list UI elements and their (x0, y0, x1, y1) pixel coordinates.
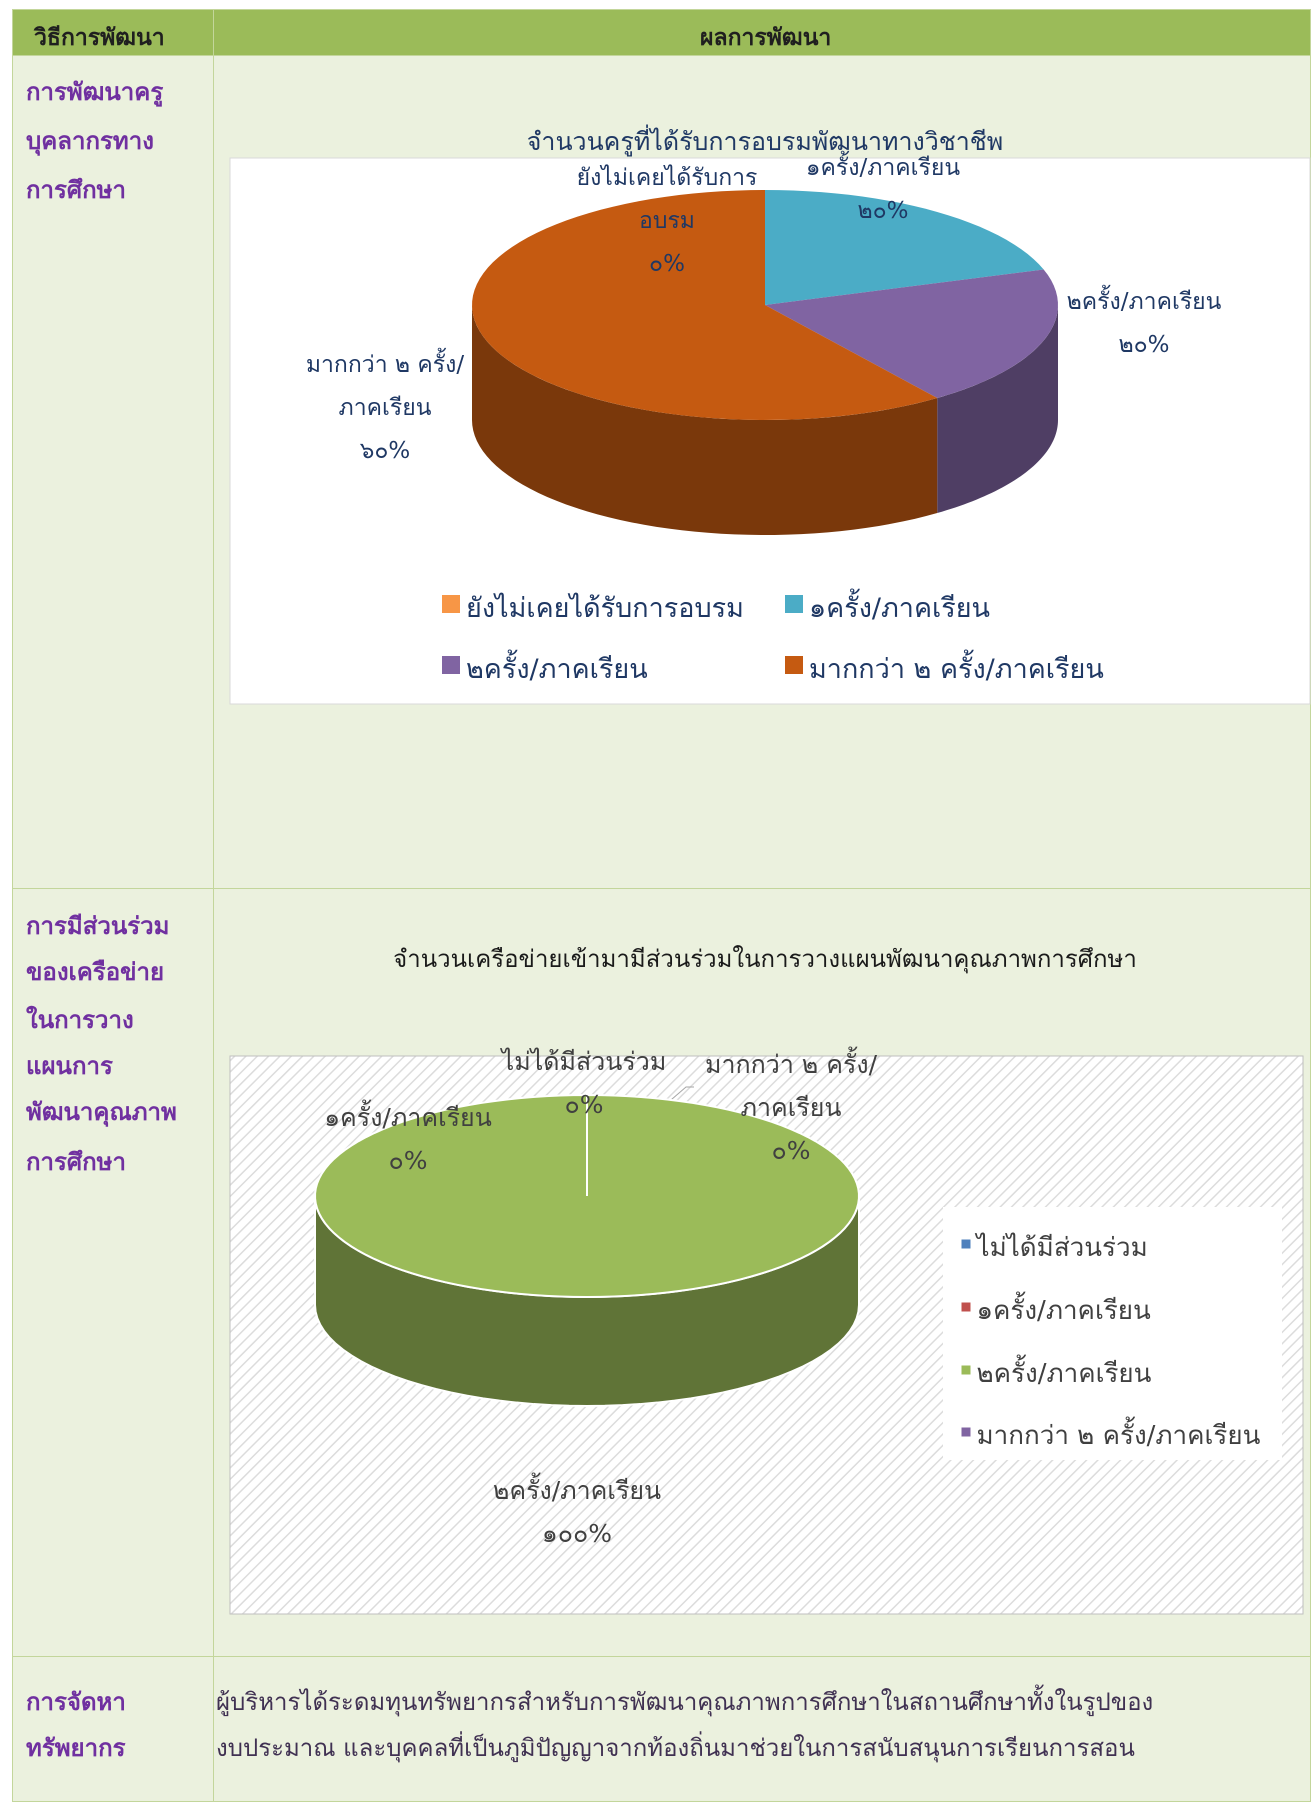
legend-swatch (442, 656, 460, 674)
pie-side (472, 305, 938, 535)
header-text: ผลการพัฒนา (700, 25, 832, 51)
data-label: มากกว่า ๒ ครั้ง/ภาคเรียน๐% (696, 1043, 886, 1172)
label-name: มากกว่า ๒ ครั้ง/ภาคเรียน (305, 352, 465, 421)
label-name: มากกว่า ๒ ครั้ง/ภาคเรียน (704, 1050, 878, 1122)
label-value: ๑๐๐% (541, 1519, 613, 1548)
method-cell (12, 888, 214, 1657)
method-text: ในการวาง (26, 1006, 134, 1034)
label-value: ๖๐% (359, 438, 411, 464)
header-cell (12, 9, 214, 56)
pie-slice (765, 269, 1058, 514)
pie-top (765, 269, 1058, 399)
data-label: ๒ครั้ง/ภาคเรียน๒๐% (1034, 281, 1254, 367)
method-text: การพัฒนาครู (26, 78, 164, 106)
legend-label: ๑ครั้ง/ภาคเรียน (809, 593, 991, 625)
label-name: ๒ครั้ง/ภาคเรียน (492, 1476, 662, 1505)
method-text: พัฒนาคุณภาพ (26, 1098, 177, 1126)
method-text: การจัดหา (26, 1688, 126, 1716)
legend-swatch (961, 1239, 971, 1249)
method-text: ของเครือข่าย (26, 958, 165, 986)
method-text: ทรัพยากร (26, 1734, 126, 1762)
label-value: ๒๐% (1118, 332, 1170, 358)
chart-title: จำนวนครูที่ได้รับการอบรมพัฒนาทางวิชาชีพ (526, 127, 1004, 156)
pie-side (937, 305, 1058, 514)
method-cell (12, 1656, 214, 1802)
pie-slice (472, 190, 938, 535)
data-label: ไม่ได้มีส่วนร่วม๐% (474, 1040, 694, 1126)
result-cell (213, 1656, 1311, 1802)
header-cell (213, 9, 1311, 56)
method-text: บุคลากรทาง (26, 127, 154, 155)
label-name: ๒ครั้ง/ภาคเรียน (1066, 289, 1222, 315)
legend-swatch (961, 1365, 971, 1375)
data-label: ยังไม่เคยได้รับการอบรม๐% (567, 157, 767, 286)
label-value: ๐% (388, 1146, 428, 1175)
legend-swatch (961, 1302, 971, 1312)
legend-swatch (785, 656, 803, 674)
header-text: วิธีการพัฒนา (34, 25, 165, 51)
chart-title: จำนวนเครือข่ายเข้ามามีส่วนร่วมในการวางแผ… (393, 945, 1137, 973)
legend-label: มากกว่า ๒ ครั้ง/ภาคเรียน (976, 1421, 1261, 1452)
pie-slice (314, 1093, 860, 1408)
label-name: ๑ครั้ง/ภาคเรียน (805, 155, 961, 181)
legend-swatch (442, 595, 460, 613)
legend-label: มากกว่า ๒ ครั้ง/ภาคเรียน (809, 654, 1104, 686)
result-text: งบประมาณ และบุคคลที่เป็นภูมิปัญญาจากท้อง… (216, 1734, 1135, 1762)
method-text: การศึกษา (26, 176, 126, 204)
pie-slice (765, 190, 1044, 305)
label-name: ยังไม่เคยได้รับการอบรม (576, 165, 758, 234)
legend-box (943, 1207, 1282, 1460)
data-label: มากกว่า ๒ ครั้ง/ภาคเรียน๖๐% (290, 344, 480, 473)
label-name: ๑ครั้ง/ภาคเรียน (324, 1103, 492, 1132)
label-value: ๐% (564, 1090, 604, 1119)
label-value: ๐% (771, 1136, 811, 1165)
legend-label: ๒ครั้ง/ภาคเรียน (466, 654, 648, 686)
label-value: ๐% (649, 251, 685, 277)
data-label: ๒ครั้ง/ภาคเรียน๑๐๐% (457, 1469, 697, 1555)
method-text: การมีส่วนร่วม (26, 912, 170, 940)
legend-swatch (961, 1427, 971, 1437)
data-label: ๑ครั้ง/ภาคเรียน๒๐% (773, 147, 993, 233)
method-text: การศึกษา (26, 1148, 126, 1176)
legend-swatch (785, 595, 803, 613)
legend-label: ๒ครั้ง/ภาคเรียน (976, 1359, 1152, 1390)
result-text: ผู้บริหารได้ระดมทุนทรัพยากรสำหรับการพัฒน… (216, 1688, 1154, 1716)
legend-label: ๑ครั้ง/ภาคเรียน (976, 1296, 1151, 1327)
legend-label: ยังไม่เคยได้รับการอบรม (466, 593, 744, 625)
label-name: ไม่ได้มีส่วนร่วม (501, 1047, 667, 1076)
label-value: ๒๐% (857, 198, 909, 224)
legend-label: ไม่ได้มีส่วนร่วม (976, 1233, 1148, 1264)
data-label: ๑ครั้ง/ภาคเรียน๐% (308, 1096, 508, 1182)
pie-top (765, 190, 1044, 305)
pie-top (314, 1093, 860, 1299)
method-text: แผนการ (26, 1052, 113, 1080)
pie-top (472, 190, 938, 420)
